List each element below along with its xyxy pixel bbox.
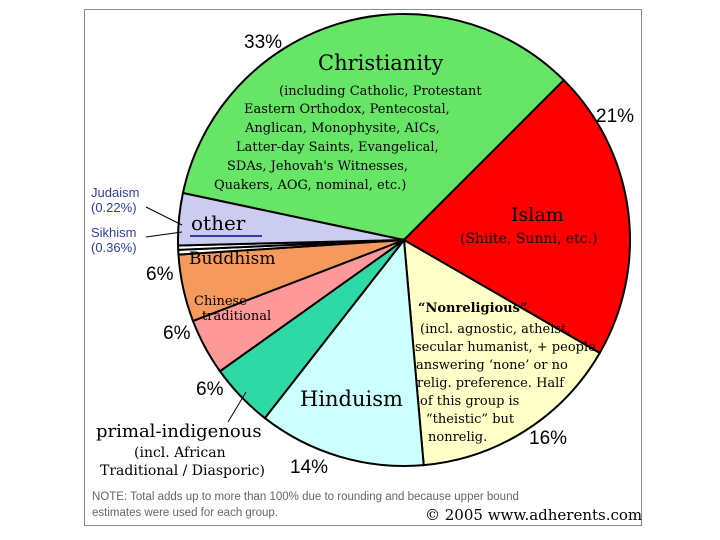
judaism-leader-line <box>145 206 183 226</box>
nonrel-note-1: (incl. agnostic, atheist, <box>420 322 570 337</box>
christianity-note-1: (including Catholic, Protestant <box>279 84 482 99</box>
slice-islam <box>402 78 631 355</box>
christianity-note-6: Quakers, AOG, nominal, etc.) <box>214 178 406 193</box>
primal-pct: 6% <box>196 379 224 400</box>
hinduism-pct: 14% <box>290 457 328 478</box>
slice-other <box>177 191 405 247</box>
pie-slices <box>177 13 631 467</box>
christianity-note-5: SDAs, Jehovah's Witnesses, <box>227 159 408 174</box>
primal-note-2: Traditional / Diasporic) <box>100 463 265 479</box>
other-title: other <box>191 211 246 235</box>
primal-title: primal-indigenous <box>96 421 262 442</box>
nonrel-note-2: secular humanist, + people <box>415 340 596 355</box>
sikhism-label: Sikhism <box>91 225 137 240</box>
christianity-note-2: Eastern Orthodox, Pentecostal, <box>244 102 450 117</box>
buddhism-pct: 6% <box>146 264 174 285</box>
nonrel-title: “Nonreligious” <box>418 301 527 316</box>
buddhism-title: Buddhism <box>189 249 275 269</box>
christianity-title: Christianity <box>318 51 443 75</box>
slice-nonreligious <box>402 238 602 467</box>
christianity-note-4: Latter-day Saints, Evangelical, <box>236 140 439 155</box>
judaism-label: Judaism <box>91 185 139 200</box>
islam-title: Islam <box>511 204 564 226</box>
sikhism-leader-line <box>145 231 183 238</box>
nonrel-note-4: relig. preference. Half <box>417 376 565 391</box>
christianity-pct: 33% <box>244 32 282 53</box>
footer-note-2: estimates were used for each group. <box>92 507 278 519</box>
primal-note-1: (incl. African <box>134 445 226 461</box>
footer-note-1: NOTE: Total adds up to more than 100% du… <box>92 491 519 503</box>
nonrel-note-5: of this group is <box>420 394 519 409</box>
nonrel-note-6: “theistic” but <box>426 412 515 427</box>
sikhism-pct: (0.36%) <box>91 240 137 255</box>
primal-leader-line <box>227 391 247 423</box>
hinduism-title: Hinduism <box>300 387 403 411</box>
copyright: © 2005 www.adherents.com <box>425 506 642 524</box>
nonrel-pct: 16% <box>529 428 567 449</box>
slice-christianity <box>181 13 566 242</box>
chinese-title-1: Chinese <box>194 294 247 309</box>
islam-note: (Shiite, Sunni, etc.) <box>460 231 598 247</box>
nonrel-note-7: nonrelig. <box>428 430 487 445</box>
slice-hinduism <box>263 237 425 467</box>
judaism-pct: (0.22%) <box>91 200 137 215</box>
nonrel-note-3: answering ‘none’ or no <box>416 358 568 373</box>
chinese-title-2: traditional <box>202 309 271 324</box>
christianity-note-3: Anglican, Monophysite, AICs, <box>244 121 440 136</box>
chinese-pct: 6% <box>163 323 191 344</box>
islam-pct: 21% <box>596 106 634 127</box>
